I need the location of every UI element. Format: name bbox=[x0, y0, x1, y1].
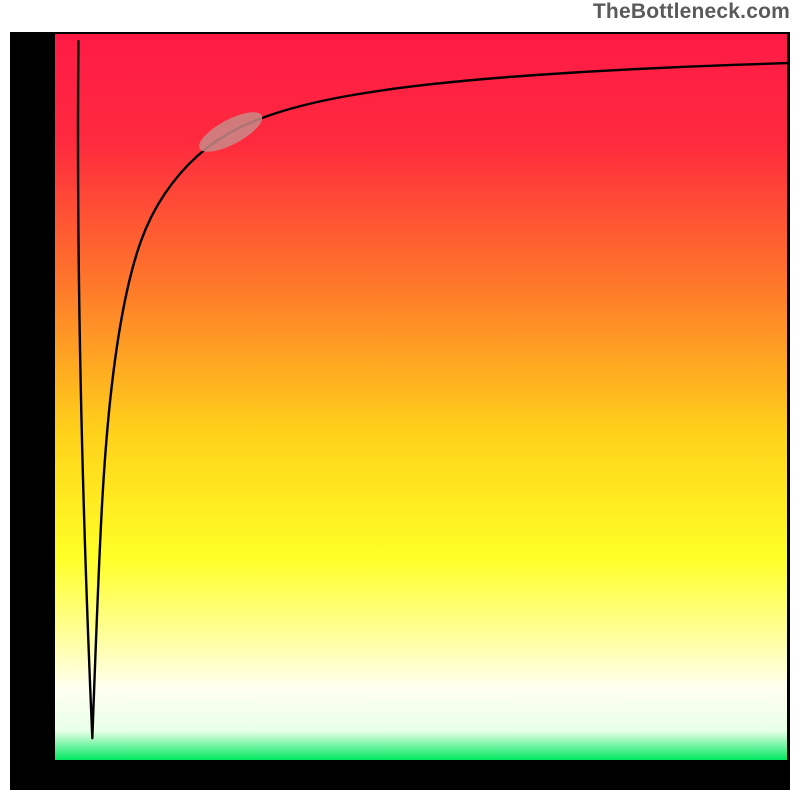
plot-background bbox=[55, 34, 787, 760]
bottleneck-chart: TheBottleneck.com bbox=[0, 0, 800, 800]
chart-svg bbox=[0, 0, 800, 800]
frame-right bbox=[787, 32, 790, 790]
axis-bottom bbox=[10, 760, 790, 790]
frame-top bbox=[10, 32, 790, 34]
attribution-label: TheBottleneck.com bbox=[593, 0, 790, 24]
axis-left bbox=[10, 32, 55, 790]
